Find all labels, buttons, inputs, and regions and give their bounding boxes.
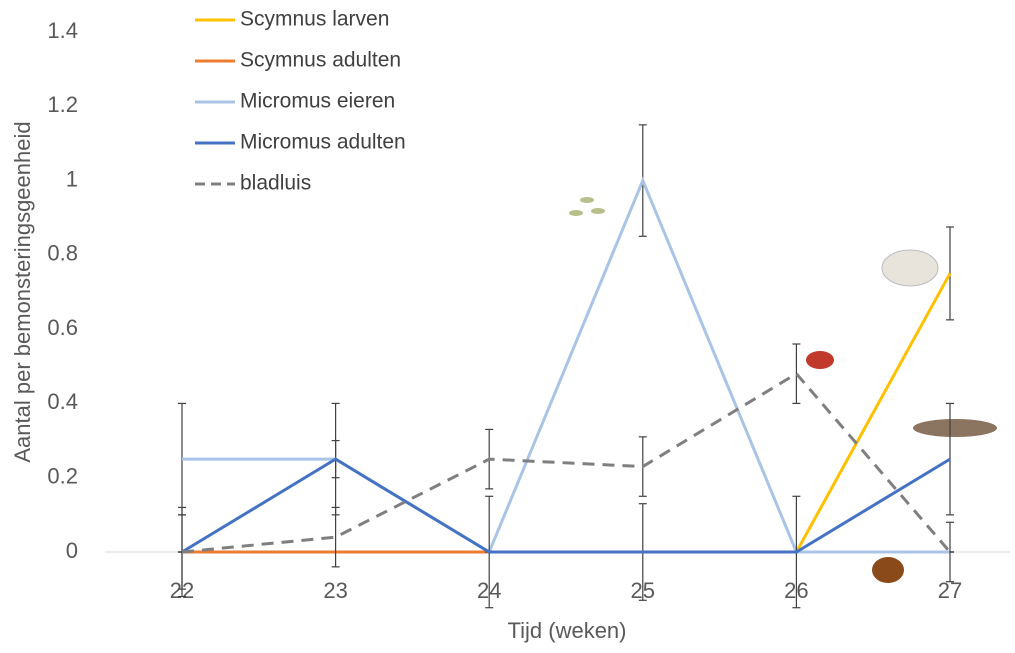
aphid-icon [806, 351, 834, 369]
y-tick-label: 1.2 [47, 92, 78, 117]
eggs-icon [569, 197, 605, 216]
y-tick-label: 1 [66, 166, 78, 191]
legend-label: Micromus eieren [240, 90, 395, 113]
series-line [181, 457, 951, 554]
series-line [182, 272, 952, 554]
x-tick-label: 23 [323, 578, 347, 603]
y-axis-title: Aantal per bemonsteringsgeenheid [10, 121, 35, 462]
legend-label: Scymnus larven [240, 8, 389, 31]
y-tick-label: 0.2 [47, 464, 78, 489]
beetle-icon [872, 557, 904, 583]
y-tick-label: 1.4 [47, 18, 78, 43]
larva-icon [881, 249, 939, 287]
legend-label: Scymnus adulten [240, 49, 401, 72]
legend-label: Micromus adulten [240, 131, 406, 154]
series-line [182, 176, 950, 555]
x-axis-title: Tijd (weken) [508, 618, 627, 643]
lacewing-icon [913, 419, 997, 437]
y-tick-label: 0.8 [47, 241, 78, 266]
y-tick-label: 0 [66, 538, 78, 563]
legend-label: bladluis [240, 172, 311, 195]
y-tick-label: 0.6 [47, 315, 78, 340]
series-line [181, 371, 952, 554]
y-tick-label: 0.4 [47, 389, 78, 414]
